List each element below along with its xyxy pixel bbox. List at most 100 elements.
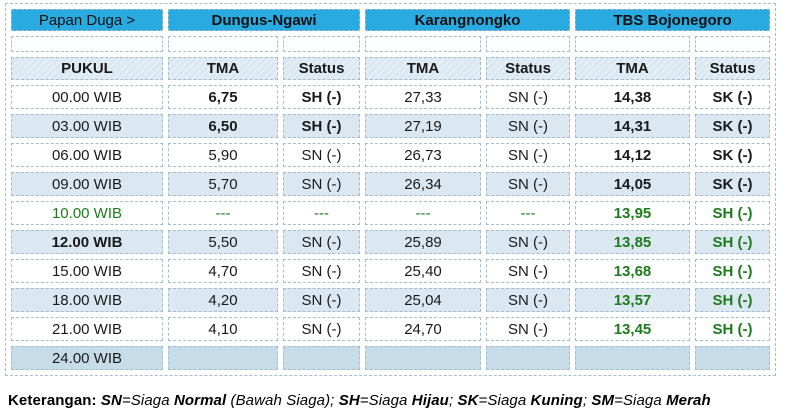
tma-column-header: TMA	[365, 57, 481, 80]
empty-cell	[575, 36, 690, 52]
karangnongko-tma-cell: 26,73	[365, 143, 481, 167]
dungus-tma-cell: 5,50	[168, 230, 278, 254]
tbs-status-cell: SK (-)	[695, 172, 770, 196]
dungus-status-cell: SN (-)	[283, 288, 360, 312]
tbs-tma-cell: 13,45	[575, 317, 690, 341]
karangnongko-tma-cell: 26,34	[365, 172, 481, 196]
tbs-tma-cell: 13,57	[575, 288, 690, 312]
time-cell: 06.00 WIB	[11, 143, 163, 167]
time-cell: 15.00 WIB	[11, 259, 163, 283]
station-header-dungus-ngawi: Dungus-Ngawi	[168, 9, 360, 31]
empty-cell	[695, 36, 770, 52]
empty-cell	[11, 36, 163, 52]
dungus-tma-cell: 6,50	[168, 114, 278, 138]
empty-cell	[486, 36, 570, 52]
karangnongko-status-cell: SN (-)	[486, 172, 570, 196]
tbs-tma-cell: 14,05	[575, 172, 690, 196]
dungus-status-cell: SN (-)	[283, 317, 360, 341]
tbs-status-cell: SH (-)	[695, 288, 770, 312]
dungus-status-cell: SN (-)	[283, 143, 360, 167]
dungus-tma-cell: ---	[168, 201, 278, 225]
legend-hijau: Hijau	[411, 392, 449, 409]
time-cell: 18.00 WIB	[11, 288, 163, 312]
table-row: 10.00 WIB --- --- --- --- 13,95 SH (-)	[11, 201, 770, 225]
tbs-status-cell: SK (-)	[695, 85, 770, 109]
karangnongko-tma-cell: 25,04	[365, 288, 481, 312]
karangnongko-status-cell: SN (-)	[486, 230, 570, 254]
table-row: 06.00 WIB 5,90 SN (-) 26,73 SN (-) 14,12…	[11, 143, 770, 167]
table-row: 12.00 WIB 5,50 SN (-) 25,89 SN (-) 13,85…	[11, 230, 770, 254]
dungus-tma-cell: 4,20	[168, 288, 278, 312]
legend-text-part: ;	[582, 392, 592, 409]
table-row: 15.00 WIB 4,70 SN (-) 25,40 SN (-) 13,68…	[11, 259, 770, 283]
dungus-tma-cell: 5,70	[168, 172, 278, 196]
column-header-row: PUKUL TMA Status TMA Status TMA Status	[11, 57, 770, 80]
status-column-header: Status	[283, 57, 360, 80]
time-cell: 00.00 WIB	[11, 85, 163, 109]
empty-cell	[168, 36, 278, 52]
dungus-tma-cell: 5,90	[168, 143, 278, 167]
papan-duga-header: Papan Duga >	[11, 9, 163, 31]
karangnongko-status-cell: SN (-)	[486, 85, 570, 109]
tbs-status-cell: SK (-)	[695, 143, 770, 167]
karangnongko-status-cell: ---	[486, 201, 570, 225]
karangnongko-tma-cell: 24,70	[365, 317, 481, 341]
legend-sh-abbr: SH	[338, 392, 360, 409]
karangnongko-tma-cell: 27,33	[365, 85, 481, 109]
dungus-status-cell: SH (-)	[283, 85, 360, 109]
karangnongko-status-cell: SN (-)	[486, 143, 570, 167]
time-cell: 09.00 WIB	[11, 172, 163, 196]
table-row: 00.00 WIB 6,75 SH (-) 27,33 SN (-) 14,38…	[11, 85, 770, 109]
tbs-tma-cell	[575, 346, 690, 370]
dungus-status-cell	[283, 346, 360, 370]
dungus-tma-cell: 4,70	[168, 259, 278, 283]
status-column-header: Status	[695, 57, 770, 80]
empty-cell	[365, 36, 481, 52]
dungus-tma-cell: 6,75	[168, 85, 278, 109]
time-cell: 03.00 WIB	[11, 114, 163, 138]
tbs-status-cell: SH (-)	[695, 201, 770, 225]
tbs-status-cell: SH (-)	[695, 317, 770, 341]
tma-column-header: TMA	[168, 57, 278, 80]
dungus-status-cell: SN (-)	[283, 259, 360, 283]
empty-cell	[283, 36, 360, 52]
tbs-status-cell: SH (-)	[695, 230, 770, 254]
dungus-status-cell: SN (-)	[283, 172, 360, 196]
dungus-tma-cell: 4,10	[168, 317, 278, 341]
dungus-status-cell: ---	[283, 201, 360, 225]
karangnongko-status-cell: SN (-)	[486, 288, 570, 312]
water-level-table-frame: Papan Duga > Dungus-Ngawi Karangnongko T…	[5, 3, 776, 376]
dungus-status-cell: SN (-)	[283, 230, 360, 254]
tbs-tma-cell: 13,68	[575, 259, 690, 283]
time-cell: 12.00 WIB	[11, 230, 163, 254]
spacer-row	[11, 36, 770, 52]
legend-merah: Merah	[666, 392, 711, 409]
tbs-tma-cell: 13,95	[575, 201, 690, 225]
karangnongko-status-cell: SN (-)	[486, 259, 570, 283]
station-header-karangnongko: Karangnongko	[365, 9, 570, 31]
tbs-status-cell: SK (-)	[695, 114, 770, 138]
karangnongko-status-cell: SN (-)	[486, 114, 570, 138]
karangnongko-tma-cell: 27,19	[365, 114, 481, 138]
legend-text-part: (Bawah Siaga);	[226, 392, 339, 409]
table-row: 21.00 WIB 4,10 SN (-) 24,70 SN (-) 13,45…	[11, 317, 770, 341]
tbs-tma-cell: 14,38	[575, 85, 690, 109]
table-row: 03.00 WIB 6,50 SH (-) 27,19 SN (-) 14,31…	[11, 114, 770, 138]
table-row: 24.00 WIB	[11, 346, 770, 370]
dungus-status-cell: SH (-)	[283, 114, 360, 138]
station-header-row: Papan Duga > Dungus-Ngawi Karangnongko T…	[11, 9, 770, 31]
karangnongko-tma-cell: 25,89	[365, 230, 481, 254]
tbs-status-cell: SH (-)	[695, 259, 770, 283]
tbs-tma-cell: 14,12	[575, 143, 690, 167]
karangnongko-tma-cell: 25,40	[365, 259, 481, 283]
water-level-table: Papan Duga > Dungus-Ngawi Karangnongko T…	[6, 4, 775, 375]
dungus-tma-cell	[168, 346, 278, 370]
legend-text: Keterangan: SN=Siaga Normal (Bawah Siaga…	[8, 392, 794, 409]
table-row: 18.00 WIB 4,20 SN (-) 25,04 SN (-) 13,57…	[11, 288, 770, 312]
legend-sk-abbr: SK	[457, 392, 479, 409]
tbs-tma-cell: 14,31	[575, 114, 690, 138]
legend-sn-abbr: SN	[100, 392, 122, 409]
legend-text-part: =Siaga	[359, 392, 412, 409]
legend-label: Keterangan:	[8, 392, 101, 409]
tbs-status-cell	[695, 346, 770, 370]
